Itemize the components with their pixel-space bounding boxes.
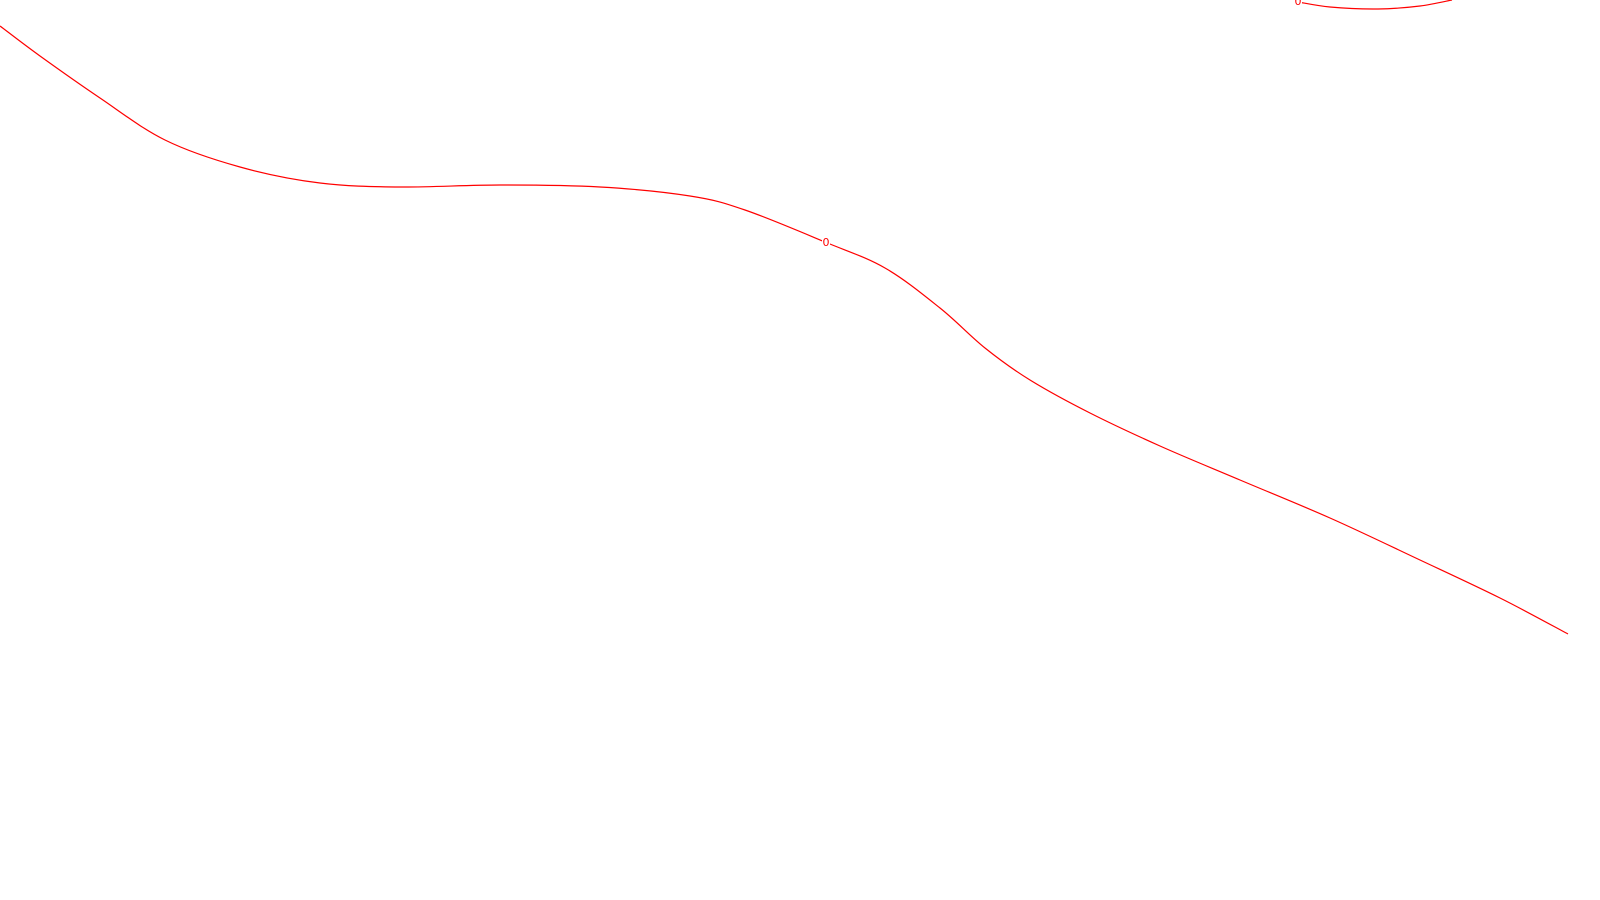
contour-line-1 [1297,0,1453,10]
contour-level-label-1: 0 [1295,0,1302,8]
contour-label-bg-0 [822,236,830,248]
contour-label-bg-1 [1294,0,1302,7]
contour-line-0 [0,25,1569,635]
contour-labels: 00 [822,0,1302,249]
contour-lines [0,0,1569,635]
contour-level-label-0: 0 [823,236,830,249]
